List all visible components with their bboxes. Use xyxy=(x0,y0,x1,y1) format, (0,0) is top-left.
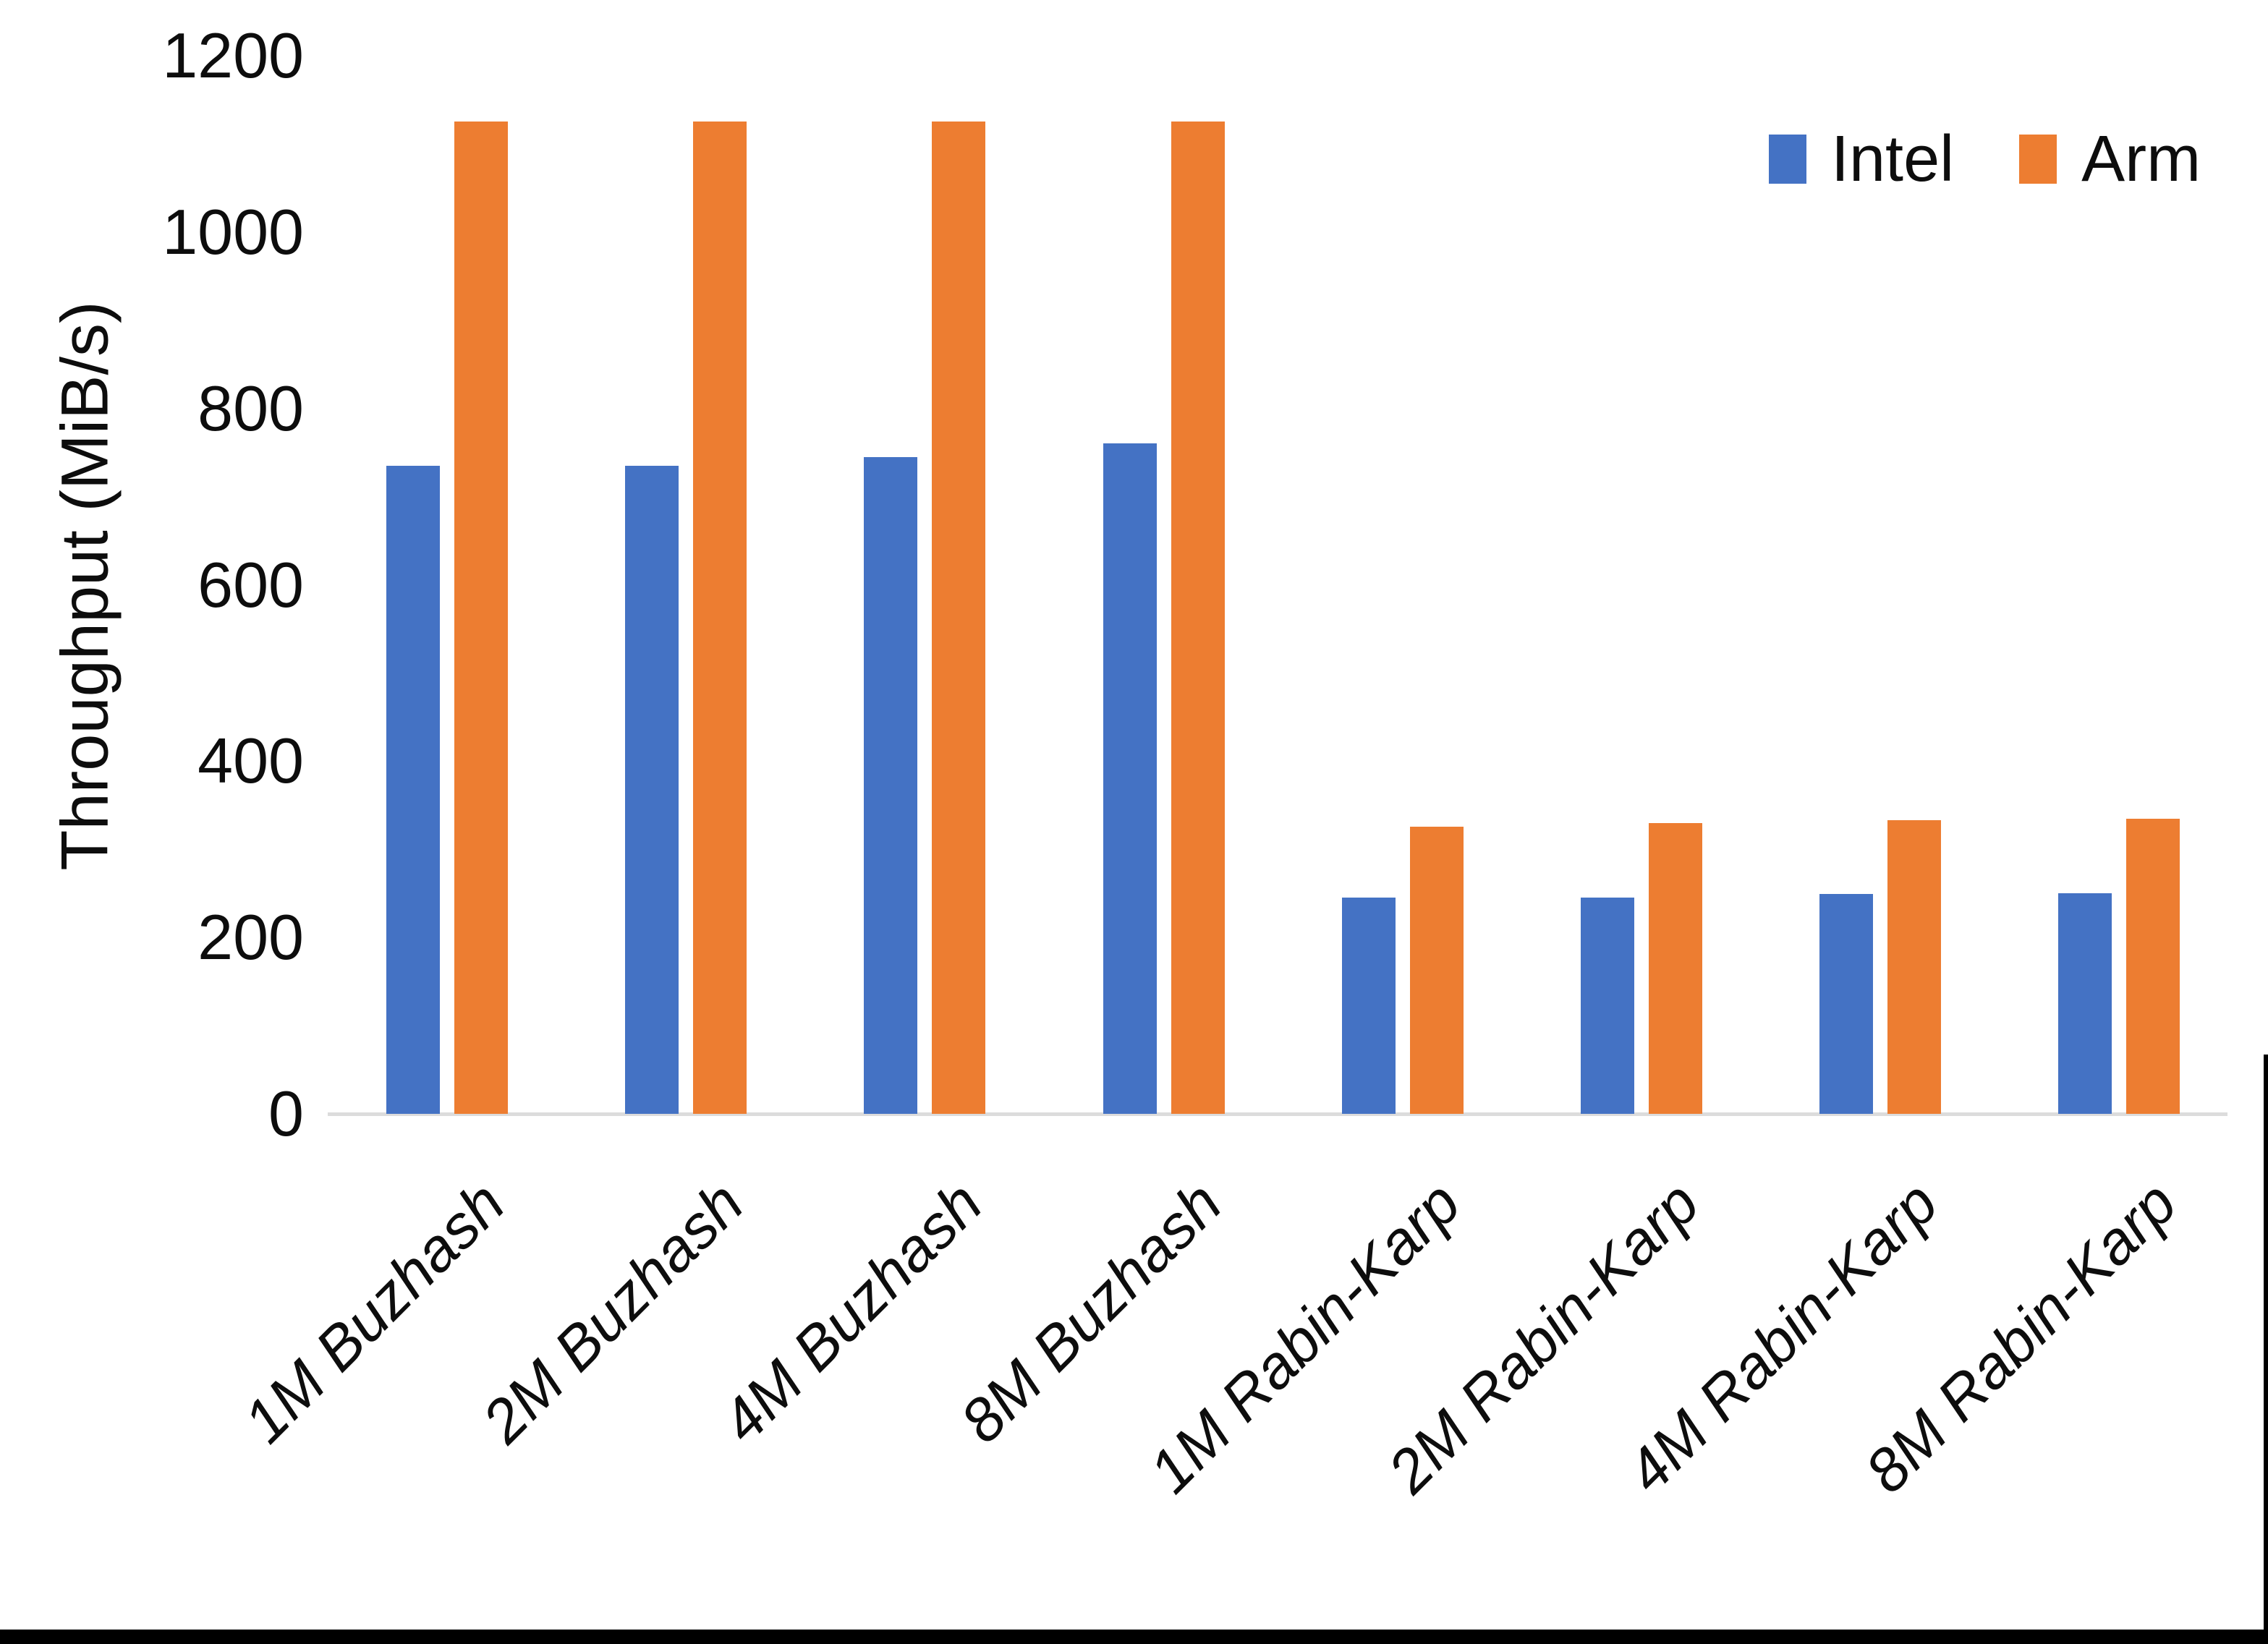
bar-intel-5 xyxy=(1342,898,1396,1114)
legend-label-arm: Arm xyxy=(2081,123,2201,195)
bar-arm-3 xyxy=(932,122,985,1114)
bar-intel-6 xyxy=(1581,898,1634,1114)
bar-intel-1 xyxy=(386,466,440,1114)
bar-arm-2 xyxy=(693,122,747,1114)
bar-intel-2 xyxy=(625,466,679,1114)
bar-arm-1 xyxy=(454,122,508,1114)
bar-arm-7 xyxy=(1887,820,1941,1114)
bar-arm-5 xyxy=(1410,827,1464,1114)
y-tick-label-800: 800 xyxy=(198,372,304,444)
y-tick-label-1000: 1000 xyxy=(162,195,304,268)
y-tick-label-400: 400 xyxy=(198,725,304,797)
legend-item-arm: Arm xyxy=(2019,124,2201,194)
intel-series-marker xyxy=(1769,135,1806,184)
bar-intel-3 xyxy=(864,457,917,1114)
x-axis-line xyxy=(328,1112,2227,1116)
arm-series-marker xyxy=(2019,135,2057,184)
y-tick-label-0: 0 xyxy=(268,1078,304,1149)
y-tick-label-200: 200 xyxy=(198,901,304,974)
bar-arm-8 xyxy=(2126,819,2180,1114)
legend-item-intel: Intel xyxy=(1769,124,1954,194)
right-edge-bar xyxy=(2264,1055,2268,1644)
legend: Intel Arm xyxy=(1769,124,2201,194)
legend-label-intel: Intel xyxy=(1831,123,1955,195)
bar-intel-8 xyxy=(2058,893,2112,1114)
y-tick-label-1200: 1200 xyxy=(162,20,304,91)
y-tick-label-600: 600 xyxy=(198,548,304,621)
bar-intel-4 xyxy=(1103,443,1157,1114)
bar-intel-7 xyxy=(1819,894,1873,1114)
bottom-edge-bar xyxy=(0,1630,2268,1644)
bar-arm-6 xyxy=(1649,823,1702,1114)
bar-arm-4 xyxy=(1171,122,1225,1114)
